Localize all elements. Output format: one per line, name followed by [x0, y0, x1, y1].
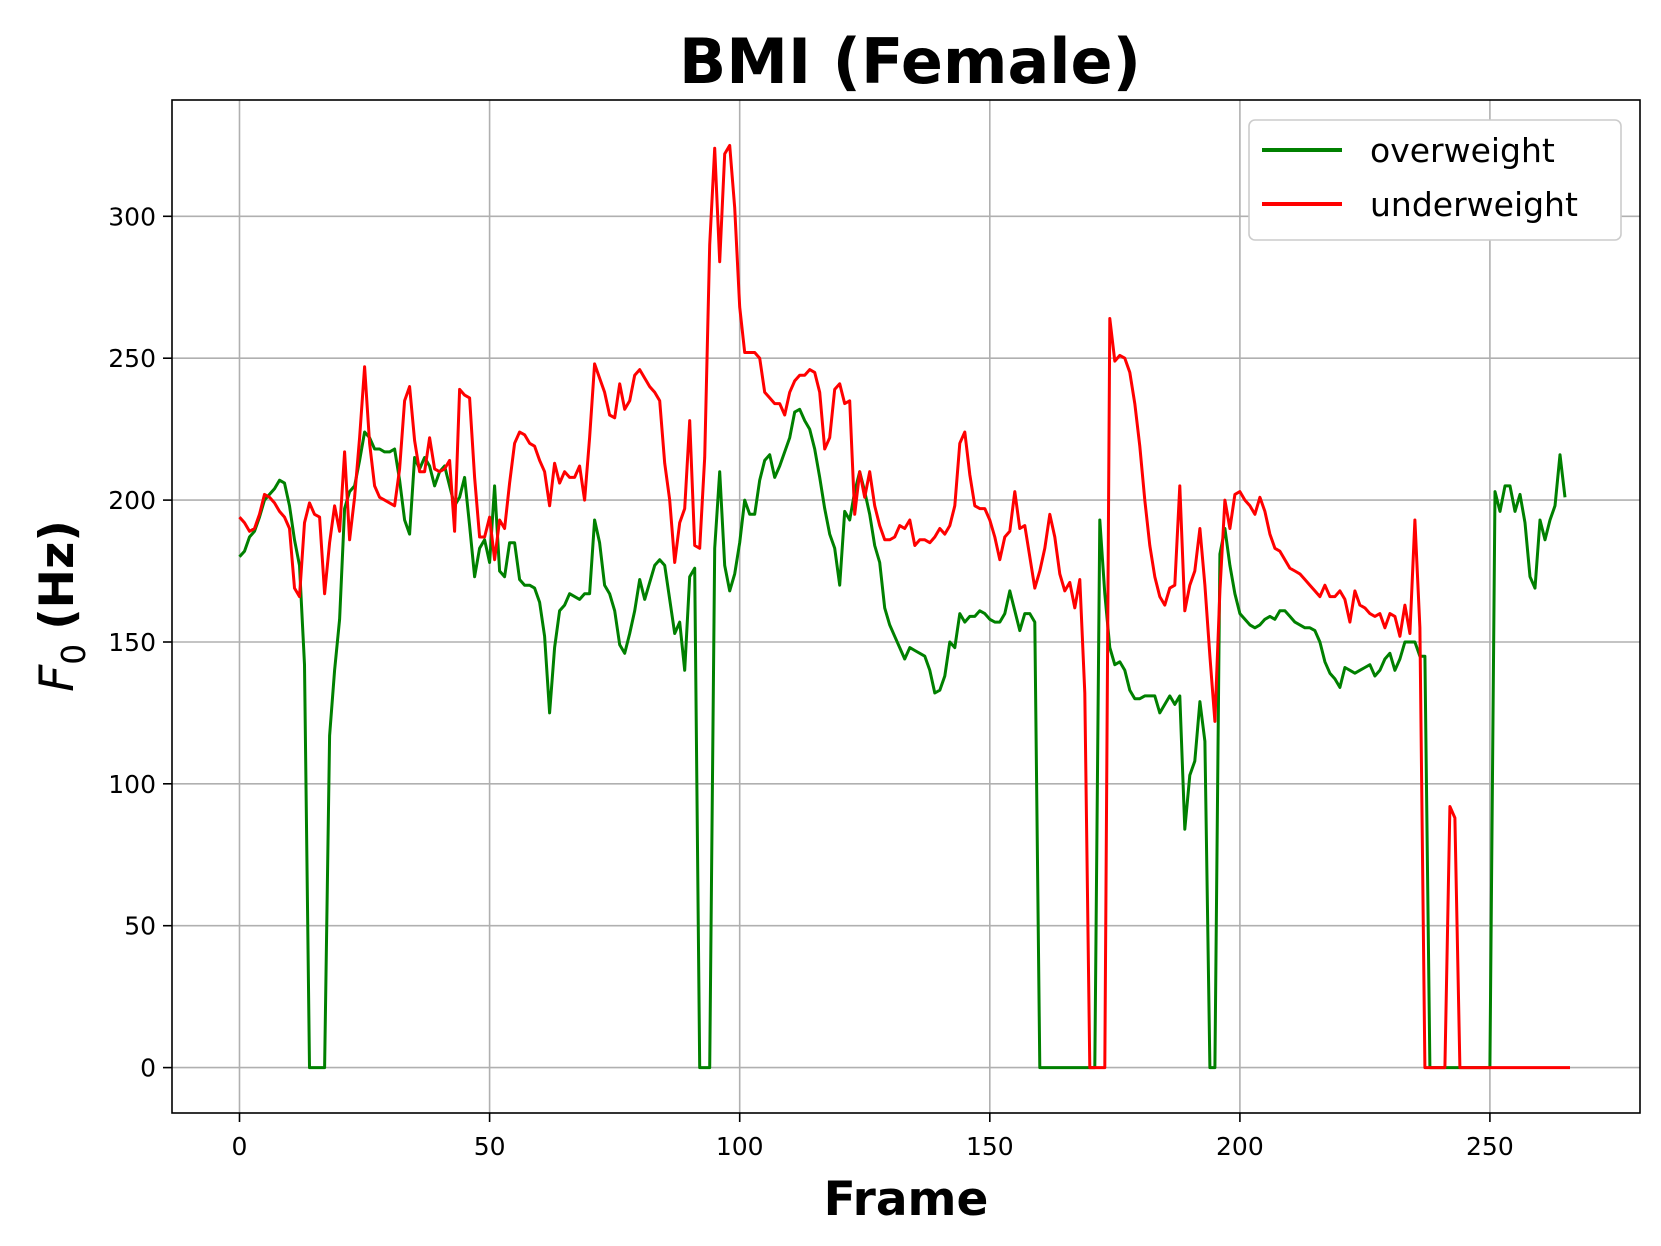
- y-axis-label-base: F: [30, 664, 85, 692]
- y-tick-label: 50: [124, 912, 156, 941]
- y-tick-label: 100: [108, 770, 156, 799]
- legend-label-overweight: overweight: [1370, 131, 1555, 170]
- x-tick-label: 200: [1216, 1132, 1264, 1161]
- legend-label-underweight: underweight: [1370, 185, 1578, 224]
- x-tick-label: 0: [232, 1132, 248, 1161]
- y-tick-label: 250: [108, 344, 156, 373]
- axis-ticks: 0 50 100 150 200 250 0 50 100 150 200 250 300: [108, 202, 1513, 1161]
- x-tick-label: 250: [1466, 1132, 1514, 1161]
- y-tick-label: 300: [108, 202, 156, 231]
- x-tick-label: 150: [966, 1132, 1014, 1161]
- y-axis-label: F0 (Hz): [30, 520, 93, 692]
- series-line-overweight: [238, 407, 1567, 1070]
- x-axis-label: Frame: [824, 1172, 989, 1227]
- plot-frame: [171, 99, 1641, 1114]
- y-axis-label-unit: (Hz): [30, 520, 85, 630]
- y-tick-label: 150: [108, 628, 156, 657]
- x-tick-label: 50: [474, 1132, 506, 1161]
- legend: overweight underweight: [1248, 119, 1622, 241]
- plot-series: [238, 143, 1570, 1070]
- chart-title: BMI (Female): [679, 25, 1141, 98]
- y-tick-label: 200: [108, 486, 156, 515]
- series-line-underweight: [238, 143, 1570, 1070]
- x-tick-label: 100: [716, 1132, 764, 1161]
- y-tick-label: 0: [140, 1054, 156, 1083]
- y-axis-label-subscript: 0: [54, 644, 93, 665]
